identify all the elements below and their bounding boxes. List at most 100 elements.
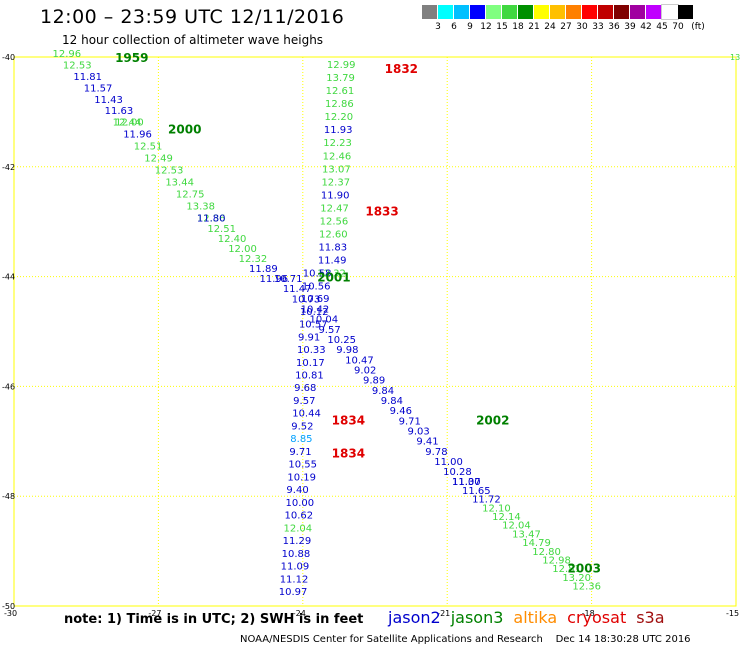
wave-height-value: 12.51	[134, 142, 163, 153]
wave-height-value: 11.12	[280, 574, 309, 585]
wave-height-value: 12.60	[319, 229, 348, 240]
satellite-label-altika: altika	[513, 608, 558, 627]
legend-swatch	[470, 5, 486, 19]
wave-height-value: 9.57	[293, 396, 315, 407]
wave-height-value: 9.40	[286, 485, 308, 496]
wave-height-value: 13.47	[512, 529, 541, 540]
pass-time-label: 2002	[476, 413, 509, 427]
wave-height-value: 9.46	[390, 406, 412, 417]
legend-swatch	[630, 5, 646, 19]
legend-label: 15	[496, 22, 508, 32]
wave-height-value: 14.79	[522, 538, 551, 549]
wave-height-value: 10.28	[443, 467, 472, 478]
wave-height-value: 12.61	[326, 86, 355, 97]
legend-label: (ft)	[691, 22, 705, 32]
wave-height-value: 12.51	[207, 224, 236, 235]
wave-height-value: 11.47	[283, 284, 312, 295]
wave-height-value: 10.88	[282, 549, 311, 560]
wave-height-value: 13.20	[562, 573, 591, 584]
pass-time-label: 1834	[332, 446, 365, 460]
pass-time-labels: 1959 2000 2001 2002 2003 1832 1833 1834 1834	[115, 51, 601, 576]
satellite-label-jason3: jason3	[450, 608, 504, 627]
legend-swatch	[502, 5, 518, 19]
wave-height-value: 11.00	[434, 457, 463, 468]
wave-height-value: 10.57	[299, 320, 328, 331]
legend-label: 36	[608, 22, 620, 32]
wave-height-value: 12.00	[115, 118, 144, 129]
wave-height-value: 12.00	[228, 244, 257, 255]
wave-height-value: 10.12	[300, 307, 329, 318]
legend-label: 45	[656, 22, 668, 32]
color-legend: 3 6 9 12 15 18 21 24 27 30 33 36 39 42 45 70 (ft)	[422, 4, 705, 33]
satellite-label-s3a: s3a	[636, 608, 665, 627]
wave-height-value: 9.98	[336, 345, 358, 356]
legend-swatch	[422, 5, 438, 19]
edge-value-label: 13	[730, 53, 740, 62]
satellite-legend: jason2 jason3 altika cryosat s3a	[388, 608, 675, 627]
wave-height-value: 10.33	[297, 345, 326, 356]
wave-height-value: 12.53	[63, 60, 92, 71]
pass-time-label: 2003	[568, 562, 601, 576]
wave-height-value: 12.40	[218, 234, 247, 245]
wave-height-value: 12.75	[176, 190, 205, 201]
legend-labels: 3 6 9 12 15 18 21 24 27 30 33 36 39 42 45 70 (ft)	[422, 19, 705, 33]
wave-height-value: 13.07	[322, 164, 351, 175]
wave-height-value: 11.63	[105, 106, 134, 117]
wave-height-value: 9.89	[363, 376, 385, 387]
lat-tick-label: -46	[2, 382, 15, 391]
wave-height-value: 11.93	[324, 125, 353, 136]
legend-label: 21	[528, 22, 540, 32]
wave-height-value: 10.42	[301, 305, 330, 316]
wave-height-value: 10.73	[292, 294, 321, 305]
wave-height-value: 10.25	[327, 335, 356, 346]
wave-height-value: 10.55	[288, 460, 317, 471]
legend-swatch	[486, 5, 502, 19]
map-subtitle: 12 hour collection of altimeter wave hei…	[62, 33, 324, 47]
wave-height-value: 10.17	[296, 358, 325, 369]
pass-time-label: 1959	[115, 51, 148, 65]
wave-height-value: 11.96	[259, 274, 288, 285]
pass-time-label: 1833	[365, 205, 398, 219]
legend-swatch	[550, 5, 566, 19]
wave-height-value: 11.81	[73, 72, 102, 83]
wave-height-value: 10.97	[279, 587, 308, 598]
wave-height-value: 12.36	[197, 214, 226, 225]
wave-height-value: 11.43	[94, 95, 123, 106]
wave-height-value: 12.99	[327, 60, 356, 71]
pass-time-label: 2000	[168, 122, 201, 136]
wave-height-value: 10.47	[345, 355, 374, 366]
wave-height-value: 11.57	[84, 83, 113, 94]
wave-height-value: 9.91	[298, 332, 320, 343]
wave-height-value: 11.80	[197, 214, 226, 225]
pass-time-label: 1834	[332, 413, 365, 427]
map-title: 12:00 – 23:59 UTC 12/11/2016	[40, 6, 345, 28]
wave-height-value: 9.57	[318, 325, 340, 336]
wave-height-value: 12.49	[144, 154, 173, 165]
wave-height-value: 9.41	[416, 437, 438, 448]
legend-label: 27	[560, 22, 572, 32]
wave-height-value: 12.23	[323, 138, 352, 149]
wave-height-value: 12.32	[317, 269, 346, 280]
wave-height-value: 9.02	[354, 365, 376, 376]
wave-height-value: 11.96	[123, 130, 152, 141]
wave-height-value: 11.65	[462, 486, 491, 497]
pass-time-label: 2001	[317, 271, 350, 285]
lon-tick-label: -27	[148, 609, 161, 618]
legend-swatch	[566, 5, 582, 19]
wave-height-value: 11.09	[281, 562, 310, 573]
wave-height-value: 12.81	[552, 564, 581, 575]
wave-height-value: 10.62	[285, 511, 314, 522]
wave-height-value: 11.83	[318, 243, 347, 254]
wave-height-value: 9.71	[399, 416, 421, 427]
wave-height-value: 12.10	[482, 503, 511, 514]
wave-height-value: 12.46	[323, 151, 352, 162]
lat-tick-label: -44	[2, 273, 15, 282]
wave-height-value: 11.72	[472, 495, 501, 506]
legend-label: 39	[624, 22, 636, 32]
credit-footer: NOAA/NESDIS Center for Satellite Applica…	[240, 634, 691, 645]
wave-height-value: 12.53	[155, 166, 184, 177]
legend-label: 12	[480, 22, 492, 32]
lon-tick-label: -21	[437, 609, 450, 618]
wave-height-value: 12.04	[284, 523, 313, 534]
